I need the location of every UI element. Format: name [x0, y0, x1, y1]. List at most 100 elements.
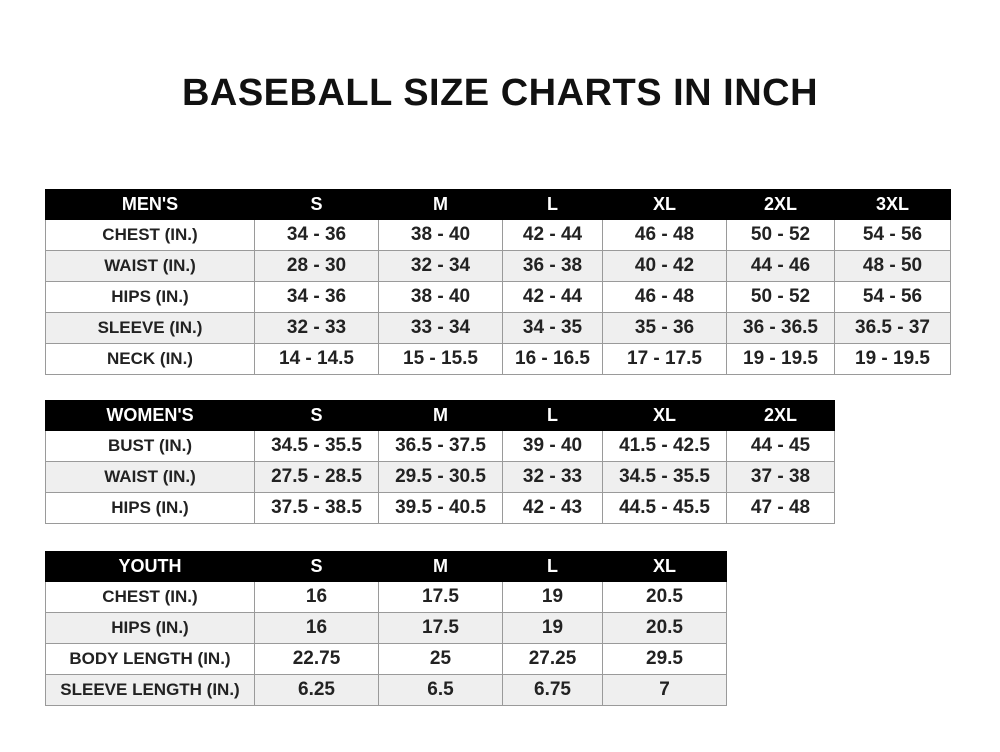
- size-value-cell: 54 - 56: [834, 219, 951, 251]
- size-value-cell: 39 - 40: [502, 430, 603, 462]
- size-column-header: XL: [602, 189, 727, 220]
- table-category-header: WOMEN'S: [45, 400, 255, 431]
- size-column-header: M: [378, 189, 503, 220]
- size-value-cell: 50 - 52: [726, 219, 835, 251]
- size-value-cell: 7: [602, 674, 727, 706]
- size-value-cell: 36.5 - 37.5: [378, 430, 503, 462]
- size-value-cell: 34.5 - 35.5: [602, 461, 727, 493]
- size-column-header: S: [254, 551, 379, 582]
- size-value-cell: 20.5: [602, 612, 727, 644]
- size-value-cell: 36 - 36.5: [726, 312, 835, 344]
- size-value-cell: 17 - 17.5: [602, 343, 727, 375]
- size-column-header: S: [254, 189, 379, 220]
- size-column-header: 3XL: [834, 189, 951, 220]
- size-column-header: L: [502, 551, 603, 582]
- measurement-label: CHEST (IN.): [45, 219, 255, 251]
- size-column-header: XL: [602, 400, 727, 431]
- size-value-cell: 37.5 - 38.5: [254, 492, 379, 524]
- size-value-cell: 41.5 - 42.5: [602, 430, 727, 462]
- measurement-label: CHEST (IN.): [45, 581, 255, 613]
- size-value-cell: 16 - 16.5: [502, 343, 603, 375]
- size-column-header: XL: [602, 551, 727, 582]
- size-value-cell: 42 - 44: [502, 219, 603, 251]
- size-value-cell: 27.5 - 28.5: [254, 461, 379, 493]
- size-value-cell: 38 - 40: [378, 281, 503, 313]
- size-value-cell: 34 - 36: [254, 219, 379, 251]
- size-value-cell: 40 - 42: [602, 250, 727, 282]
- measurement-label: BUST (IN.): [45, 430, 255, 462]
- measurement-label: WAIST (IN.): [45, 461, 255, 493]
- table-row: SLEEVE LENGTH (IN.) 6.25 6.5 6.75 7: [45, 674, 727, 706]
- table-row: CHEST (IN.) 34 - 36 38 - 40 42 - 44 46 - 48 5…: [45, 219, 951, 251]
- page-title: BASEBALL SIZE CHARTS IN INCH: [181, 72, 819, 114]
- table-row: WAIST (IN.) 28 - 30 32 - 34 36 - 38 40 - 42 4…: [45, 250, 951, 282]
- table-header-row: MEN'S S M L XL 2XL 3XL: [45, 189, 951, 220]
- size-value-cell: 48 - 50: [834, 250, 951, 282]
- size-value-cell: 42 - 44: [502, 281, 603, 313]
- size-value-cell: 17.5: [378, 581, 503, 613]
- size-value-cell: 44 - 45: [726, 430, 835, 462]
- table-row: HIPS (IN.) 16 17.5 19 20.5: [45, 612, 727, 644]
- size-value-cell: 6.5: [378, 674, 503, 706]
- size-value-cell: 32 - 34: [378, 250, 503, 282]
- size-value-cell: 28 - 30: [254, 250, 379, 282]
- measurement-label: BODY LENGTH (IN.): [45, 643, 255, 675]
- size-value-cell: 22.75: [254, 643, 379, 675]
- measurement-label: NECK (IN.): [45, 343, 255, 375]
- size-value-cell: 50 - 52: [726, 281, 835, 313]
- size-column-header: M: [378, 400, 503, 431]
- size-value-cell: 34.5 - 35.5: [254, 430, 379, 462]
- table-row: HIPS (IN.) 34 - 36 38 - 40 42 - 44 46 - 48 50…: [45, 281, 951, 313]
- table-row: BUST (IN.) 34.5 - 35.5 36.5 - 37.5 39 - 40 4…: [45, 430, 835, 462]
- size-column-header: L: [502, 189, 603, 220]
- size-value-cell: 46 - 48: [602, 281, 727, 313]
- table-row: WAIST (IN.) 27.5 - 28.5 29.5 - 30.5 32 - 33…: [45, 461, 835, 493]
- table-row: NECK (IN.) 14 - 14.5 15 - 15.5 16 - 16.5 17 …: [45, 343, 951, 375]
- size-column-header: L: [502, 400, 603, 431]
- measurement-label: SLEEVE (IN.): [45, 312, 255, 344]
- size-value-cell: 15 - 15.5: [378, 343, 503, 375]
- size-value-cell: 34 - 35: [502, 312, 603, 344]
- size-column-header: 2XL: [726, 189, 835, 220]
- table-row: CHEST (IN.) 16 17.5 19 20.5: [45, 581, 727, 613]
- womens-size-table: WOMEN'S S M L XL 2XL BUST (IN.) 34.5 - 35.5 36.5…: [45, 400, 835, 524]
- size-value-cell: 19: [502, 581, 603, 613]
- measurement-label: HIPS (IN.): [45, 612, 255, 644]
- size-value-cell: 27.25: [502, 643, 603, 675]
- measurement-label: SLEEVE LENGTH (IN.): [45, 674, 255, 706]
- size-value-cell: 33 - 34: [378, 312, 503, 344]
- youth-size-table: YOUTH S M L XL CHEST (IN.) 16 17.5 19 20.5 HIPS (I…: [45, 551, 727, 706]
- size-value-cell: 16: [254, 581, 379, 613]
- size-value-cell: 37 - 38: [726, 461, 835, 493]
- size-value-cell: 36 - 38: [502, 250, 603, 282]
- size-value-cell: 19: [502, 612, 603, 644]
- size-value-cell: 44 - 46: [726, 250, 835, 282]
- size-column-header: 2XL: [726, 400, 835, 431]
- size-value-cell: 42 - 43: [502, 492, 603, 524]
- size-value-cell: 6.25: [254, 674, 379, 706]
- size-value-cell: 39.5 - 40.5: [378, 492, 503, 524]
- size-value-cell: 20.5: [602, 581, 727, 613]
- table-row: SLEEVE (IN.) 32 - 33 33 - 34 34 - 35 35 - 36…: [45, 312, 951, 344]
- size-value-cell: 19 - 19.5: [834, 343, 951, 375]
- size-value-cell: 32 - 33: [502, 461, 603, 493]
- mens-size-table: MEN'S S M L XL 2XL 3XL CHEST (IN.) 34 - 36 38 - 4…: [45, 189, 951, 375]
- size-value-cell: 14 - 14.5: [254, 343, 379, 375]
- measurement-label: HIPS (IN.): [45, 492, 255, 524]
- size-value-cell: 34 - 36: [254, 281, 379, 313]
- size-column-header: S: [254, 400, 379, 431]
- size-value-cell: 17.5: [378, 612, 503, 644]
- table-row: HIPS (IN.) 37.5 - 38.5 39.5 - 40.5 42 - 43 4…: [45, 492, 835, 524]
- table-row: BODY LENGTH (IN.) 22.75 25 27.25 29.5: [45, 643, 727, 675]
- table-header-row: YOUTH S M L XL: [45, 551, 727, 582]
- size-value-cell: 38 - 40: [378, 219, 503, 251]
- size-column-header: M: [378, 551, 503, 582]
- size-value-cell: 29.5 - 30.5: [378, 461, 503, 493]
- size-value-cell: 19 - 19.5: [726, 343, 835, 375]
- size-value-cell: 36.5 - 37: [834, 312, 951, 344]
- measurement-label: HIPS (IN.): [45, 281, 255, 313]
- size-value-cell: 54 - 56: [834, 281, 951, 313]
- measurement-label: WAIST (IN.): [45, 250, 255, 282]
- table-category-header: MEN'S: [45, 189, 255, 220]
- size-value-cell: 35 - 36: [602, 312, 727, 344]
